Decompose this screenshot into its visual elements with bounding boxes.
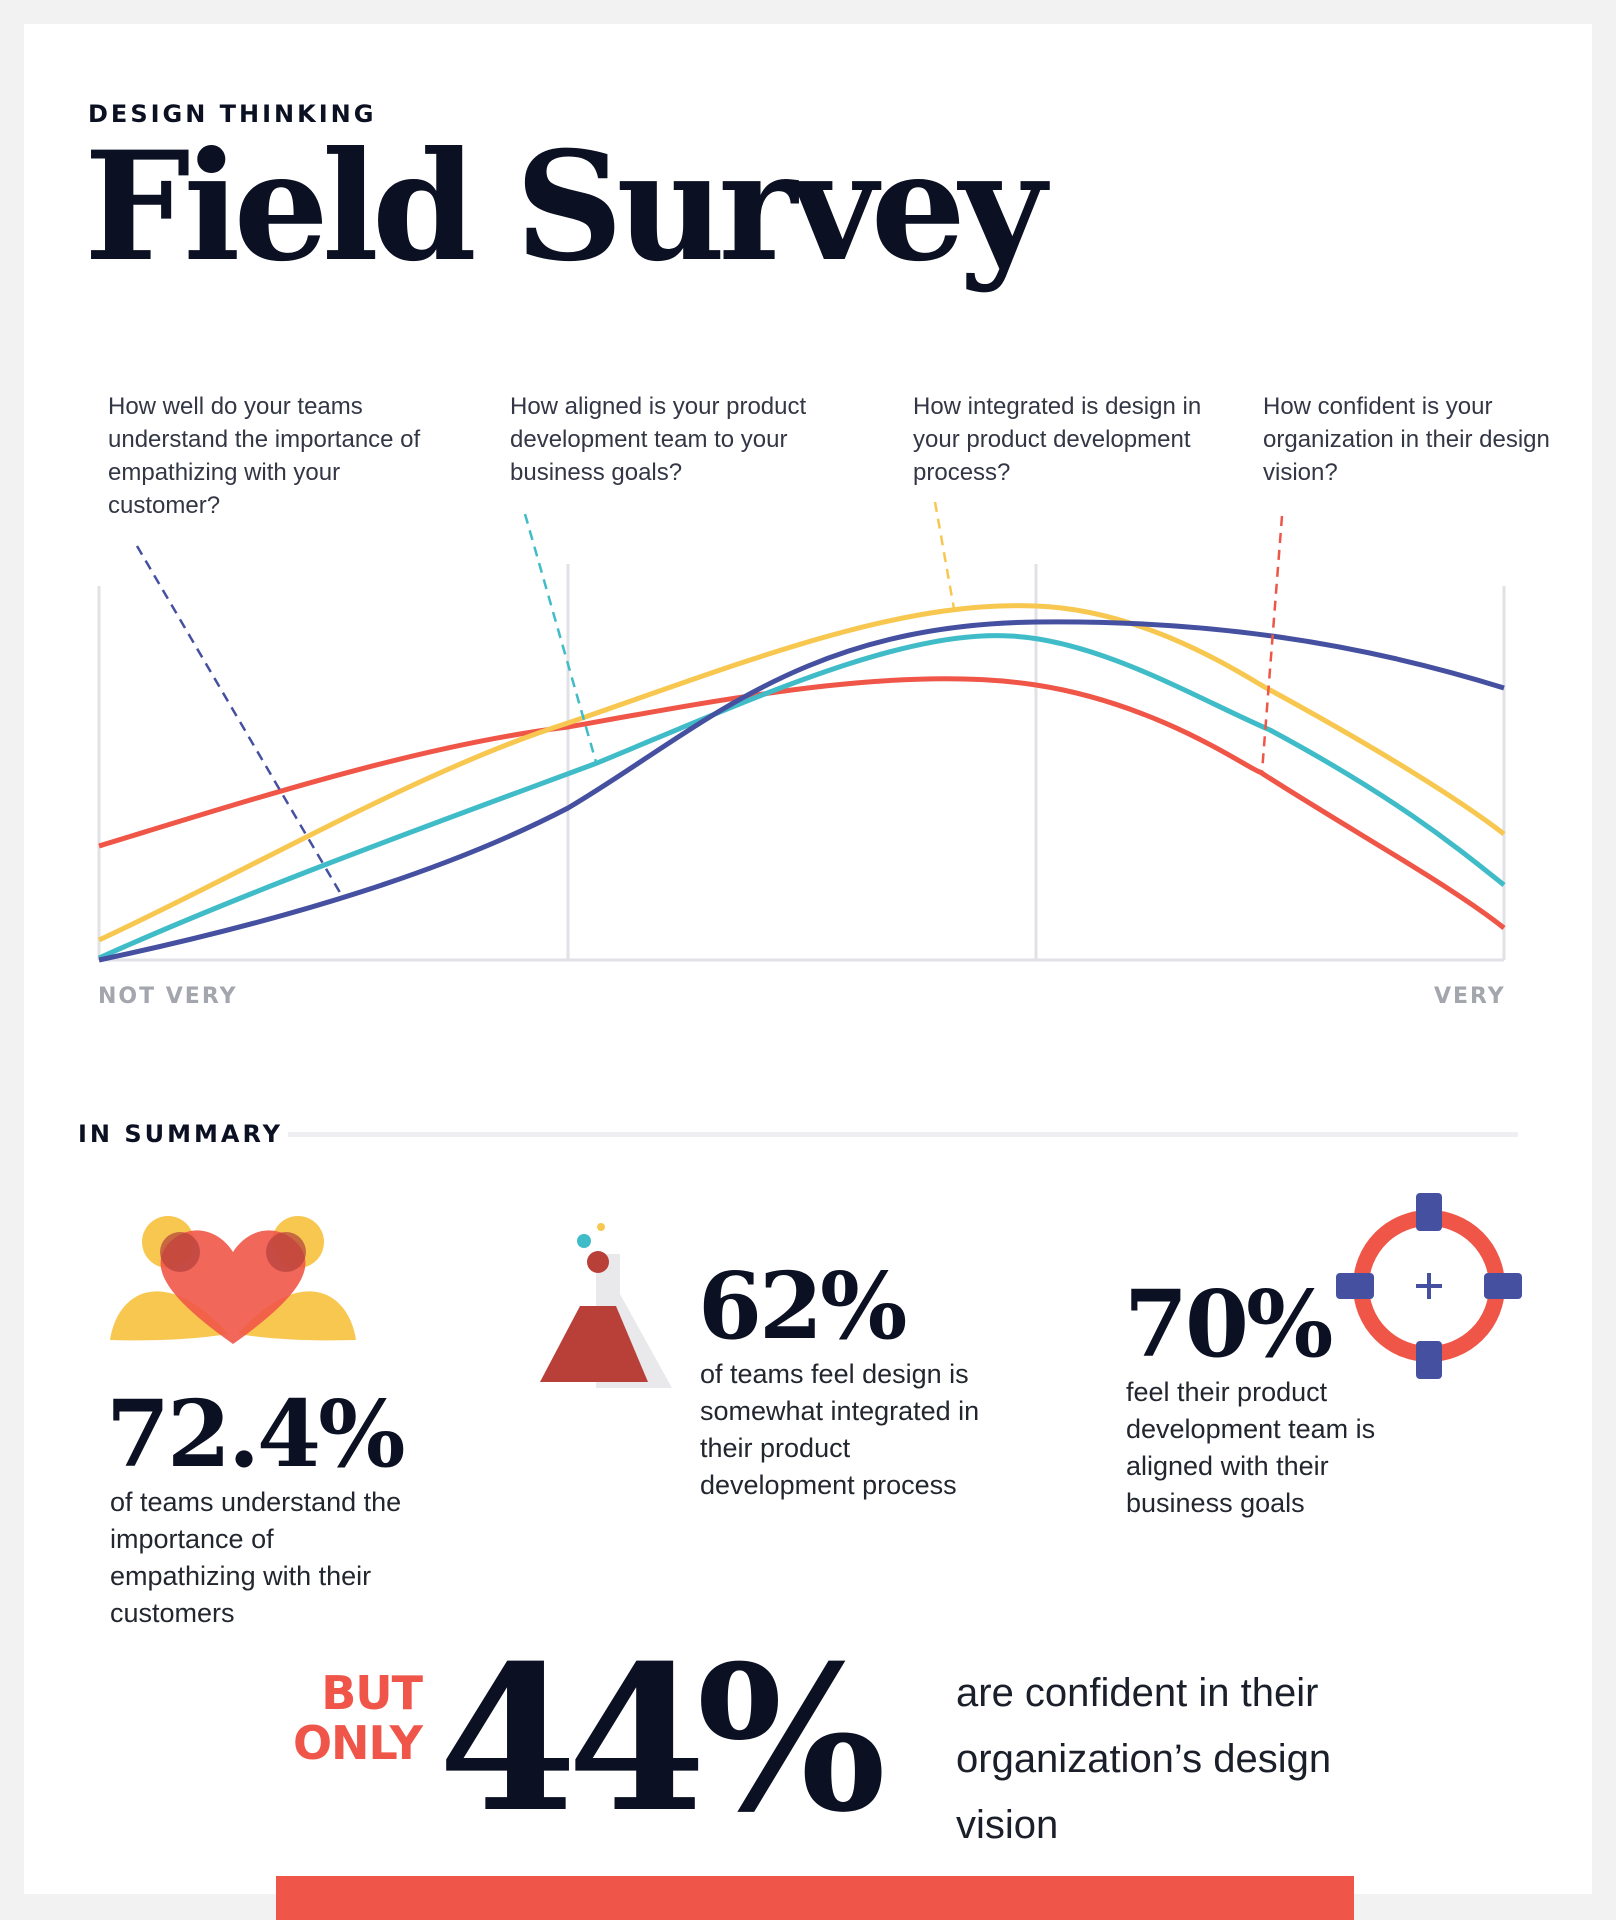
stat-text-integration: of teams feel design is somewhat integra…	[700, 1359, 980, 1500]
stat-value-alignment: 70%	[1124, 1270, 1333, 1378]
page-title: Field Survey	[84, 119, 1046, 295]
leader-line-3	[933, 501, 956, 610]
summary-heading: IN SUMMARY	[78, 1120, 284, 1148]
footer-accent-bar	[276, 1876, 1354, 1920]
stat-text-empathy: of teams understand the importance of em…	[110, 1487, 402, 1628]
question-label-1: How well do your teams understand the im…	[108, 393, 421, 519]
highlight-text: are confident in their organization’s de…	[956, 1671, 1332, 1847]
highlight-value: 44%	[438, 1622, 886, 1857]
leader-line-4	[1260, 515, 1284, 773]
series-line-integration	[97, 603, 1506, 943]
leader-line-2	[523, 513, 598, 763]
survey-line-chart	[97, 501, 1506, 963]
target-icon	[1336, 1193, 1522, 1379]
leader-line-1	[135, 545, 344, 897]
question-label-2: How aligned is your product development …	[510, 393, 807, 486]
but-only-label: BUT ONLY	[292, 1666, 423, 1770]
heart-hands-icon	[110, 1216, 356, 1344]
x-axis-max-label: VERY	[1434, 984, 1506, 1009]
stat-value-empathy: 72.4%	[106, 1380, 405, 1488]
question-label-3: How integrated is design in your product…	[913, 393, 1202, 486]
series-line-empathy	[98, 619, 1505, 963]
series-line-alignment	[97, 633, 1506, 961]
series-line-confidence	[98, 676, 1506, 930]
flask-icon	[540, 1223, 672, 1388]
summary-divider	[288, 1132, 1518, 1137]
eyebrow-label: DESIGN THINKING	[88, 100, 377, 128]
stat-value-integration: 62%	[698, 1252, 907, 1360]
x-axis-min-label: NOT VERY	[98, 984, 238, 1009]
stat-text-alignment: feel their product development team is a…	[1126, 1377, 1376, 1518]
chart-gridlines	[97, 564, 1506, 962]
question-label-4: How confident is your organization in th…	[1263, 393, 1550, 486]
